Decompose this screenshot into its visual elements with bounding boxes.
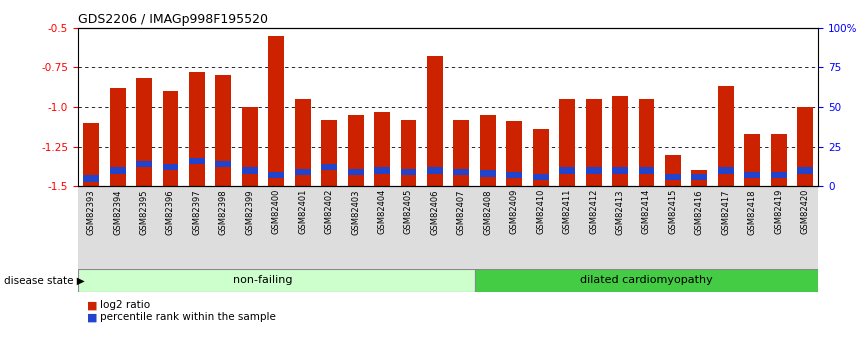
Bar <box>294 169 311 175</box>
Bar <box>347 169 364 175</box>
Bar <box>771 134 786 186</box>
Bar <box>559 167 575 174</box>
Bar <box>374 167 390 174</box>
Bar <box>189 72 205 186</box>
Bar <box>585 99 602 186</box>
Bar <box>136 78 152 186</box>
Bar <box>83 175 99 181</box>
Bar <box>268 36 284 186</box>
Bar <box>533 129 549 186</box>
Bar <box>612 167 628 174</box>
Bar <box>454 120 469 186</box>
Text: non-failing: non-failing <box>233 275 293 285</box>
Text: dilated cardiomyopathy: dilated cardiomyopathy <box>580 275 713 285</box>
Bar <box>242 107 258 186</box>
Bar <box>110 88 126 186</box>
Bar <box>475 269 818 292</box>
Bar <box>216 75 231 186</box>
Bar <box>136 161 152 167</box>
Bar <box>321 164 337 170</box>
Bar <box>665 155 681 186</box>
Bar <box>507 172 522 178</box>
Bar <box>718 86 734 186</box>
Bar <box>454 169 469 175</box>
Bar <box>559 99 575 186</box>
Bar <box>401 120 417 186</box>
Bar <box>163 91 178 186</box>
Text: percentile rank within the sample: percentile rank within the sample <box>100 313 275 322</box>
Bar <box>585 167 602 174</box>
Bar <box>321 120 337 186</box>
Text: GDS2206 / IMAGp998F195520: GDS2206 / IMAGp998F195520 <box>78 13 268 27</box>
Bar <box>347 115 364 186</box>
Text: ■: ■ <box>87 313 97 322</box>
Bar <box>427 167 443 174</box>
Bar <box>638 99 655 186</box>
Text: disease state ▶: disease state ▶ <box>4 275 85 285</box>
Bar <box>798 167 813 174</box>
Text: ■: ■ <box>87 300 97 310</box>
Bar <box>665 174 681 180</box>
Bar <box>744 134 760 186</box>
Bar <box>480 115 495 186</box>
Bar <box>798 107 813 186</box>
Bar <box>744 172 760 178</box>
Bar <box>78 269 475 292</box>
Bar <box>638 167 655 174</box>
Bar <box>268 172 284 178</box>
Bar <box>612 96 628 186</box>
Bar <box>242 167 258 174</box>
Bar <box>189 158 205 164</box>
Bar <box>216 161 231 167</box>
Bar <box>718 167 734 174</box>
Bar <box>771 172 786 178</box>
Bar <box>480 170 495 177</box>
Bar <box>294 99 311 186</box>
Text: log2 ratio: log2 ratio <box>100 300 150 310</box>
Bar <box>83 123 99 186</box>
Bar <box>691 170 708 186</box>
Bar <box>691 174 708 180</box>
Bar <box>401 169 417 175</box>
Bar <box>374 112 390 186</box>
Bar <box>427 56 443 186</box>
Bar <box>163 164 178 170</box>
Bar <box>110 167 126 174</box>
Bar <box>533 174 549 180</box>
Bar <box>507 121 522 186</box>
